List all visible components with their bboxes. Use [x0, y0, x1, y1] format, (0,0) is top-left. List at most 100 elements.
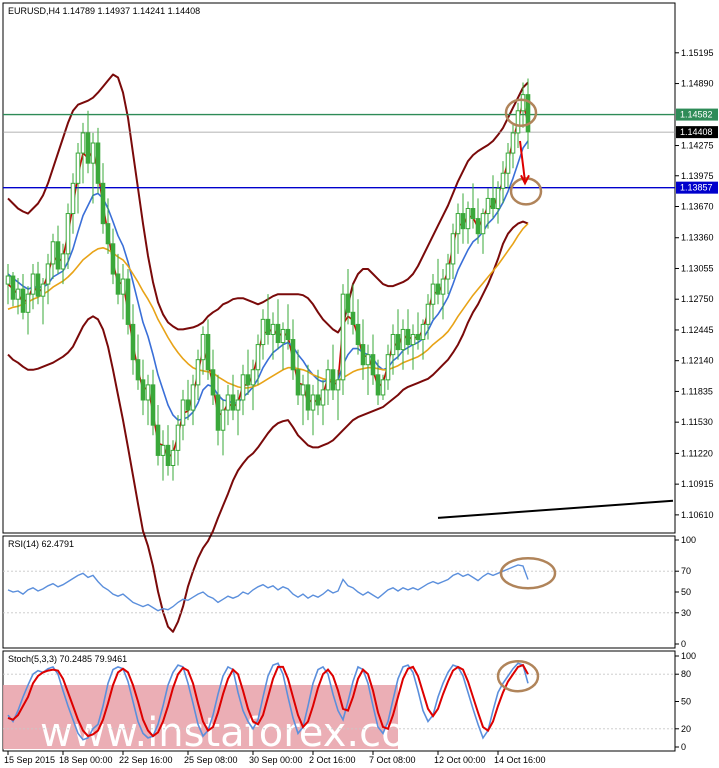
candle [115, 253, 121, 305]
stochastic-axis: 100 80 50 20 0 [675, 651, 696, 752]
candle-body [85, 132, 91, 164]
lower-envelope-line [7, 220, 529, 633]
candle [460, 193, 466, 244]
candle-body [50, 241, 56, 265]
rsi-header: RSI(14) 62.4791 [8, 539, 74, 549]
candle [75, 143, 81, 214]
down-arrow [519, 140, 526, 182]
candle-body [445, 263, 451, 280]
time-tick-label: 22 Sep 16:00 [119, 755, 173, 765]
candle [285, 304, 291, 350]
stochastic-tick-label: 50 [681, 697, 691, 707]
candle [55, 225, 61, 275]
candle-body [500, 172, 506, 189]
highlight-circle [509, 177, 543, 206]
price-tag-label: 1.14408 [680, 127, 713, 137]
price-tick-label: 1.11220 [681, 448, 713, 458]
candle-body [210, 369, 216, 396]
candle-body [335, 379, 341, 391]
candle [65, 203, 71, 269]
price-tick-label: 1.13055 [681, 263, 714, 273]
candle [470, 183, 476, 229]
candle [300, 374, 306, 426]
candle [495, 181, 501, 224]
candle [400, 319, 406, 370]
candle [5, 263, 11, 305]
candle [485, 188, 491, 229]
candle [180, 389, 186, 441]
candle [290, 319, 296, 380]
candle-body [10, 275, 16, 300]
candle-body [480, 213, 486, 235]
candle-body [310, 394, 316, 411]
candle-body [225, 394, 231, 411]
candle-body [115, 273, 121, 295]
down-arrow-head [520, 174, 530, 186]
candle [330, 344, 336, 400]
candle [350, 284, 356, 335]
candle-body [320, 389, 326, 406]
highlight-circle [504, 98, 538, 128]
time-tick-label: 12 Oct 00:00 [434, 755, 486, 765]
candle [270, 312, 276, 360]
price-tick-label: 1.13975 [681, 171, 714, 181]
price-tag-box [676, 108, 718, 121]
time-tick-label: 2 Oct 16:00 [309, 755, 356, 765]
price-tick-label: 1.15195 [681, 48, 714, 58]
candle-body [385, 354, 391, 381]
candle-body [435, 283, 441, 295]
rsi-axis: 100 70 50 30 0 [675, 535, 696, 649]
candle [365, 344, 371, 395]
price-tick-label: 1.12445 [681, 325, 714, 335]
candle [375, 359, 381, 406]
candle-body [100, 182, 106, 225]
price-tags: 1.14582 1.14408 1.13857 [676, 108, 718, 194]
candle [120, 263, 126, 320]
stochastic-tick-label: 20 [681, 724, 691, 734]
candle-body [415, 333, 421, 341]
candle [25, 286, 31, 335]
rsi-line [7, 564, 529, 612]
candle-body [65, 213, 71, 255]
candle [305, 364, 311, 421]
candle [280, 322, 286, 370]
candle [125, 268, 131, 335]
candle [50, 233, 56, 280]
candle [40, 278, 46, 325]
candle [355, 299, 361, 355]
candle-body [155, 424, 161, 456]
candle [525, 78, 531, 150]
candle-body [340, 293, 346, 381]
candle-body [40, 283, 46, 297]
candle-body [295, 369, 301, 396]
candle [370, 334, 376, 385]
time-tick-label: 30 Sep 00:00 [249, 755, 303, 765]
price-tick-label: 1.13670 [681, 201, 714, 211]
candle-body [80, 132, 86, 154]
candle-body [135, 359, 141, 381]
candle [135, 334, 141, 390]
candle-body [205, 333, 211, 371]
candle-body [365, 354, 371, 366]
candle-body [490, 197, 496, 210]
price-tick-label: 1.11530 [681, 417, 713, 427]
candle [130, 304, 136, 375]
candle [445, 253, 451, 295]
candle-body [110, 243, 116, 275]
candle [190, 374, 196, 426]
candle [425, 294, 431, 340]
candle [205, 319, 211, 380]
price-panel: EURUSD,H4 1.14789 1.14937 1.14241 1.1440… [2, 2, 676, 633]
candle [10, 272, 16, 307]
candle [315, 369, 321, 416]
candle-body [425, 303, 431, 325]
candle-body [125, 278, 131, 325]
candle-body [220, 409, 226, 431]
time-tick-label: 15 Sep 2015 [4, 755, 55, 765]
stochastic-signal-line [7, 663, 529, 738]
candle [145, 374, 151, 426]
price-tick-label: 1.12140 [681, 356, 714, 366]
candle [230, 374, 236, 421]
candle [260, 309, 266, 360]
candle-body [325, 369, 331, 391]
